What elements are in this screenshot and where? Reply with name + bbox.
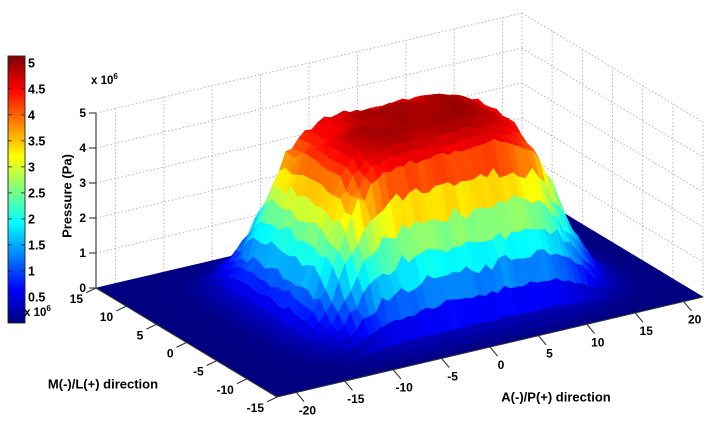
x-tick-label: -15 [347, 392, 365, 406]
x-axis-title: A(-)/P(+) direction [501, 389, 611, 405]
colorbar: 5 4.5 4 3.5 3 2.5 2 1.5 1 0.5 [7, 55, 45, 324]
x-tick-label: 10 [591, 335, 605, 349]
colorbar-strip [7, 55, 26, 324]
colorbar-exponent-mantissa: x 10 [24, 306, 47, 319]
x-tick-label: 5 [546, 347, 553, 361]
colorbar-tick-label: 3.5 [28, 134, 45, 148]
colorbar-tick-label: 2 [28, 212, 35, 226]
x-tick-label: -10 [396, 381, 414, 395]
colorbar-tick-label: 1.5 [28, 238, 45, 252]
z-tick-label: 0 [79, 281, 86, 295]
colorbar-exponent: x 106 [24, 304, 51, 319]
y-tick-label: 5 [137, 328, 144, 342]
colorbar-tick-label: 1 [28, 264, 35, 278]
y-tick-label: 10 [100, 310, 114, 324]
y-tick-label: -10 [216, 383, 234, 397]
z-tick-label: 4 [79, 141, 86, 155]
y-tick-label: 15 [70, 292, 84, 306]
z-tick-label: 1 [79, 246, 86, 260]
colorbar-tick-label: 3 [28, 160, 35, 174]
z-tick-label: 3 [79, 176, 86, 190]
colorbar-tick-label: 0.5 [28, 290, 45, 304]
y-tick-label: 0 [167, 347, 174, 361]
x-tick-label: -20 [299, 403, 317, 417]
colorbar-tick-label: 2.5 [28, 186, 45, 200]
colorbar-exponent-power: 6 [46, 304, 51, 313]
colorbar-tick-label: 4.5 [28, 82, 45, 96]
z-exponent-power: 6 [113, 72, 118, 81]
colorbar-tick-label: 4 [28, 108, 35, 122]
z-axis-title: Pressure (Pa) [59, 154, 75, 238]
x-tick-label: 0 [498, 358, 505, 372]
surface-mesh [95, 93, 704, 398]
colorbar-tick-label: 5 [28, 56, 35, 70]
x-tick-label: -5 [447, 369, 458, 383]
y-tick-label: -5 [193, 365, 204, 379]
z-exponent-mantissa: x 10 [91, 74, 114, 87]
x-tick-label: 20 [688, 313, 702, 327]
x-tick-label: 15 [640, 324, 654, 338]
z-tick-label: 2 [79, 211, 86, 225]
z-tick-label: 5 [79, 106, 86, 120]
axes-lines-and-ticks: 0 1 2 3 4 5 15 10 5 0 -5 -10 -15 -20 -15 -10 -5 0 5 10 15 20 [70, 106, 704, 417]
y-tick-label: -15 [247, 401, 265, 415]
y-axis-title: M(-)/L(+) direction [47, 376, 159, 392]
z-axis-exponent: x 106 [91, 72, 118, 87]
